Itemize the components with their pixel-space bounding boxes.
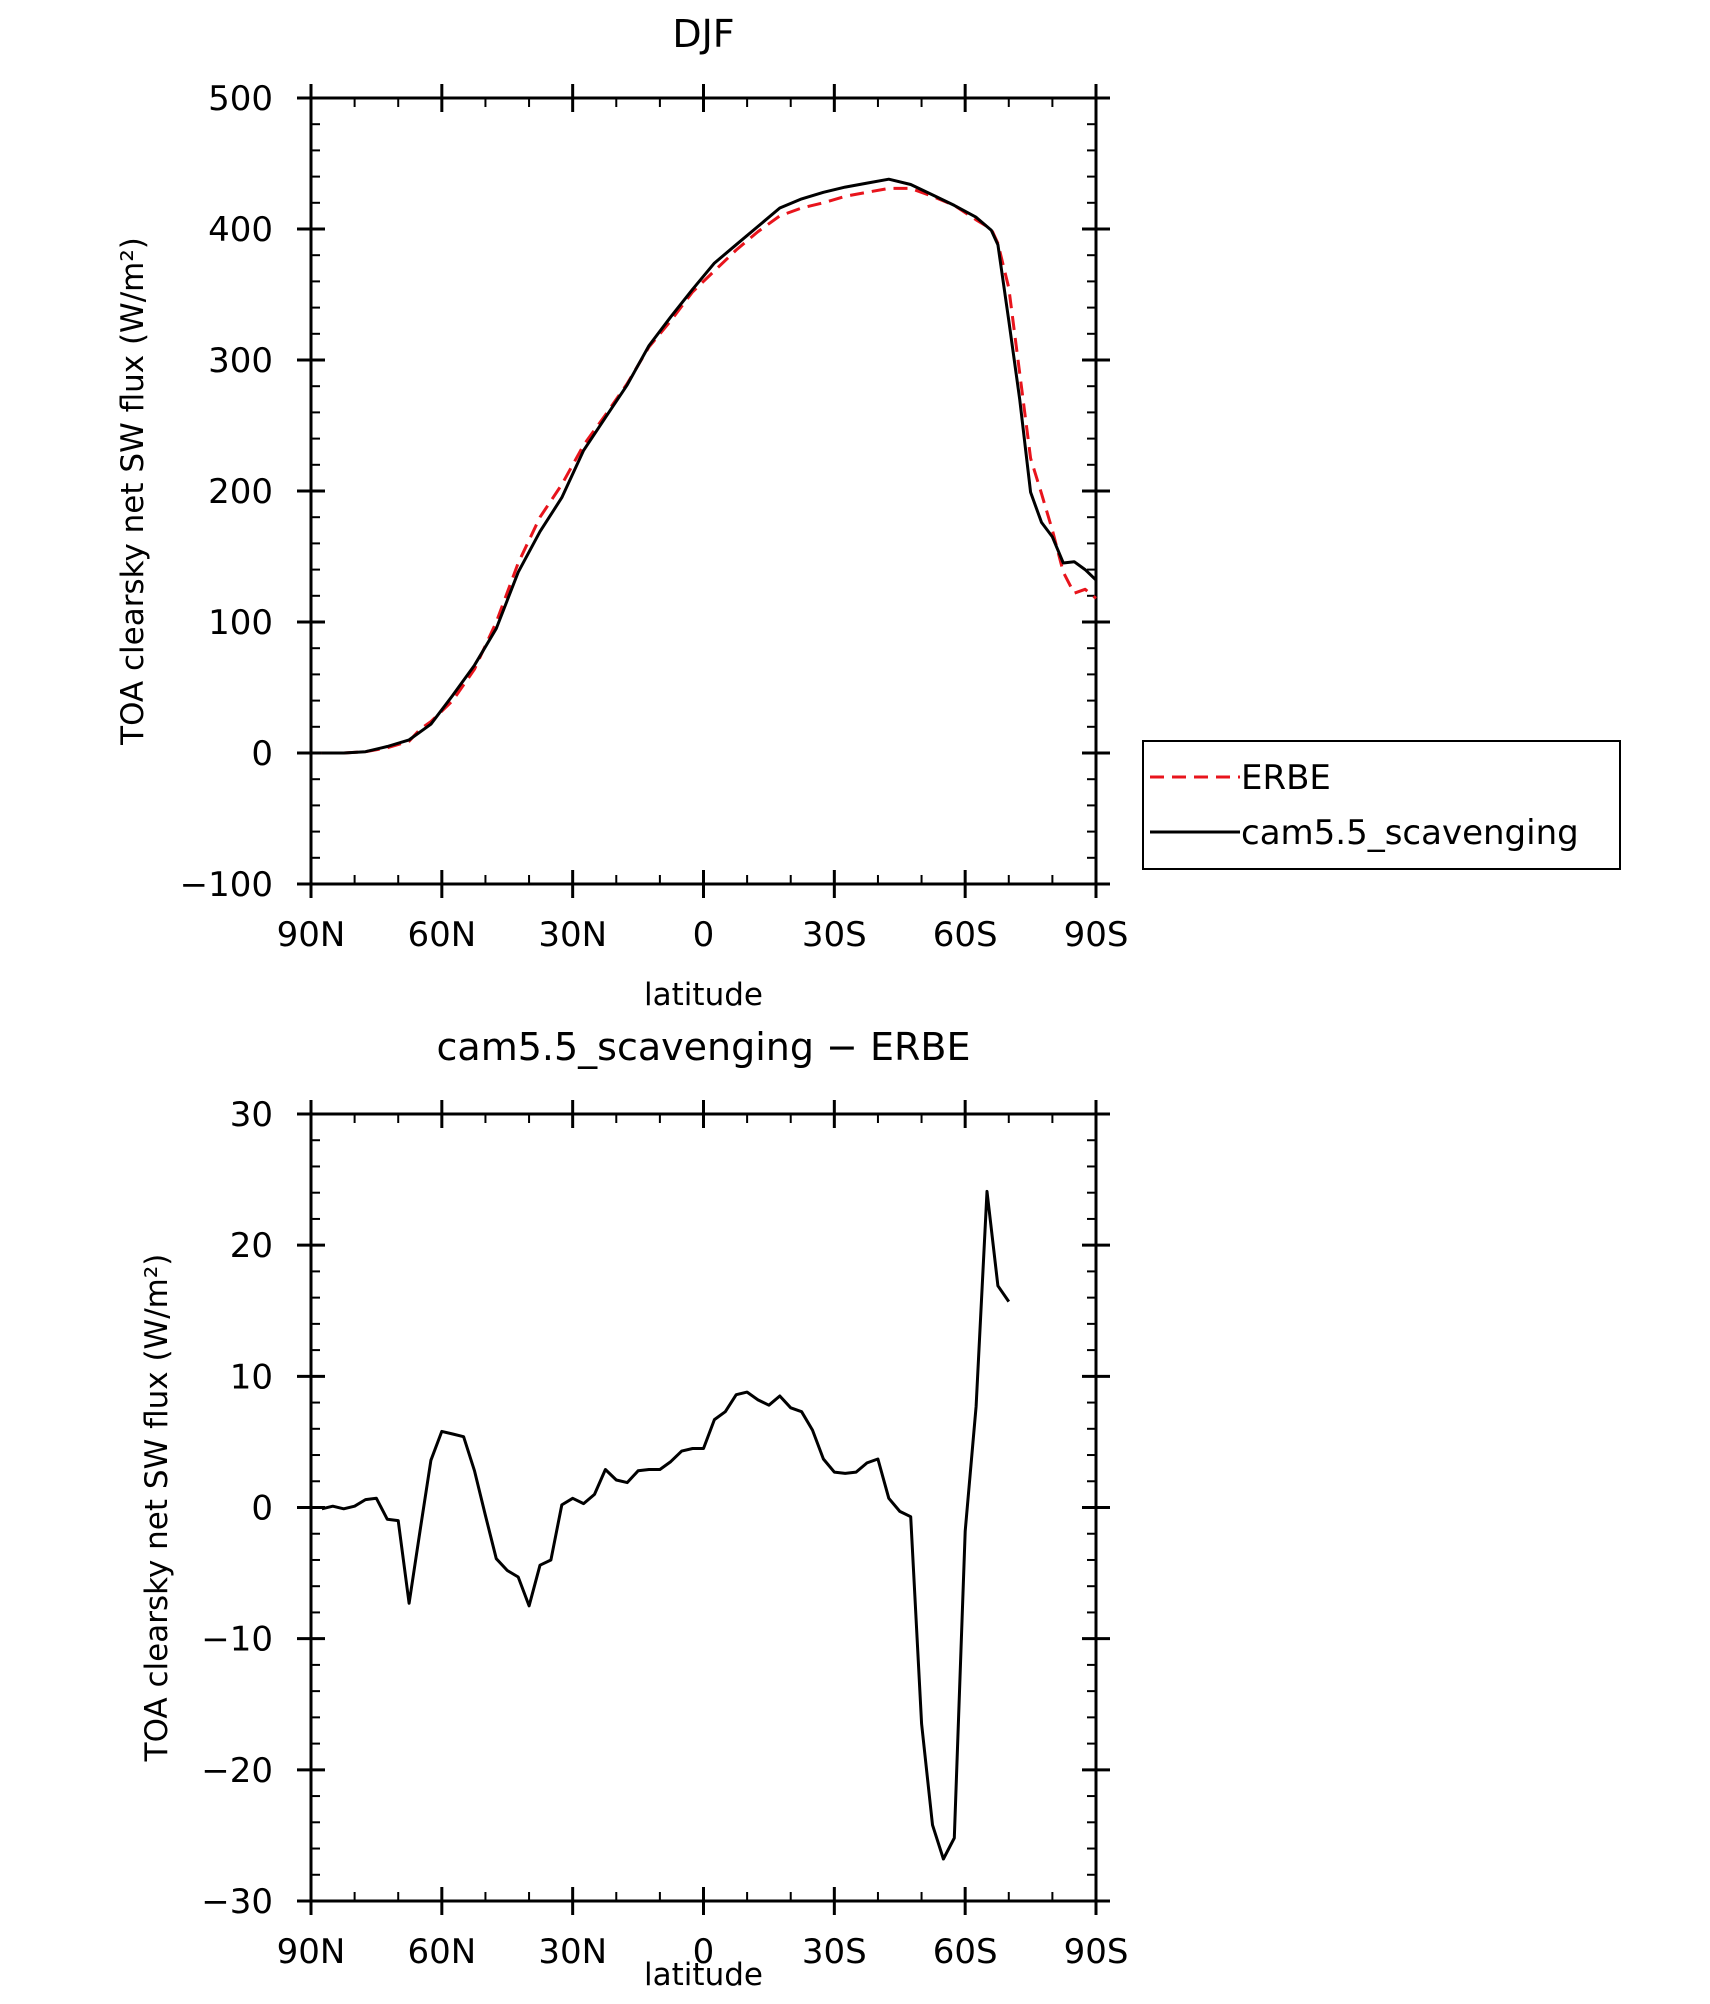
x-tick-label: 90N: [277, 1932, 346, 1972]
x-tick-label: 90N: [277, 915, 346, 955]
y-tick-label: 0: [251, 1489, 273, 1529]
legend-label: cam5.5_scavenging: [1241, 813, 1579, 853]
x-axis-label: latitude: [644, 977, 763, 1013]
cam5-5-scavenging-series-line: [321, 177, 1098, 755]
x-tick-label: 60N: [407, 915, 476, 955]
x-axis-label: latitude: [644, 1957, 763, 1993]
y-tick-label: −30: [201, 1882, 273, 1922]
plot-frame: [309, 96, 1098, 886]
x-tick-label: 0: [693, 915, 715, 955]
erbe-series-line: [321, 186, 1097, 755]
legend-label: ERBE: [1241, 758, 1331, 798]
y-tick-label: 10: [230, 1357, 273, 1397]
x-tick-label: 30N: [538, 1932, 607, 1972]
y-tick-label: −20: [201, 1751, 273, 1791]
x-tick-label: 0: [693, 1932, 715, 1972]
y-axis-label: TOA clearsky net SW flux (W/m²): [139, 1254, 175, 1763]
y-tick-label: 20: [230, 1226, 273, 1266]
y-tick-label: 400: [208, 210, 273, 250]
legend: ERBE cam5.5_scavenging: [1142, 740, 1621, 870]
x-tick-label: 60S: [933, 915, 998, 955]
x-tick-label: 30S: [802, 1932, 867, 1972]
y-tick-label: 30: [230, 1095, 273, 1135]
x-tick-label: 90S: [1064, 1932, 1129, 1972]
chart-title: DJF: [672, 12, 734, 56]
x-tick-label: 60S: [933, 1932, 998, 1972]
x-tick-label: 30S: [802, 915, 867, 955]
y-axis-label: TOA clearsky net SW flux (W/m²): [115, 237, 151, 746]
y-tick-label: 200: [208, 472, 273, 512]
y-tick-label: 500: [208, 79, 273, 119]
y-tick-label: 0: [251, 734, 273, 774]
bottom-chart-difference: cam5.5_scavenging − ERBE 30 20 10 0 −10 −20 −30…: [139, 1025, 1128, 1993]
x-tick-label: 90S: [1064, 915, 1129, 955]
y-tick-label: 300: [208, 341, 273, 381]
plot-frame: [309, 1112, 1098, 1903]
y-tick-label: −10: [201, 1620, 273, 1660]
y-tick-label: 100: [208, 603, 273, 643]
legend-box: [1142, 740, 1621, 870]
y-tick-label: −100: [180, 865, 273, 905]
chart-title: cam5.5_scavenging − ERBE: [437, 1025, 971, 1069]
difference-series-line: [321, 1189, 1011, 1861]
x-tick-label: 30N: [538, 915, 607, 955]
x-tick-label: 60N: [407, 1932, 476, 1972]
